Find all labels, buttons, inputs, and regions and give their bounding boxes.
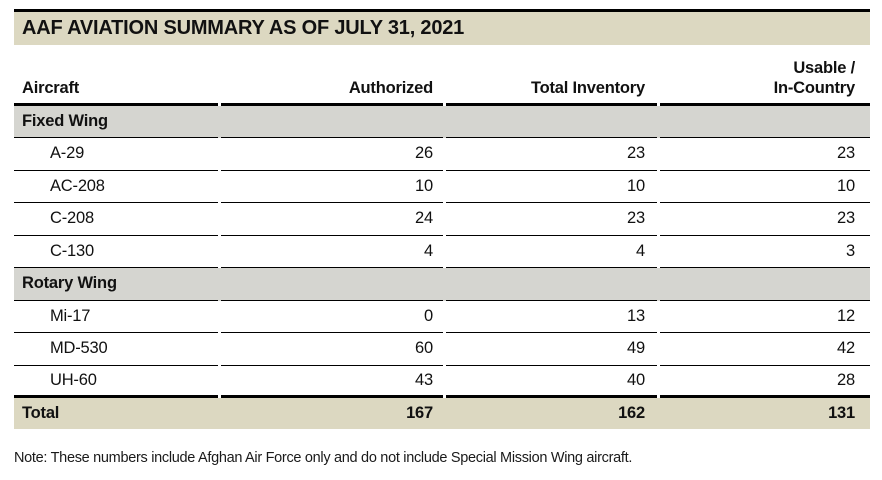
aircraft-name: C-208 xyxy=(14,203,218,236)
table-row-ac-208: AC-208 10 10 10 xyxy=(14,171,870,203)
aircraft-name: UH-60 xyxy=(14,366,218,398)
title-bar: AAF AVIATION SUMMARY AS OF JULY 31, 2021 xyxy=(14,11,870,45)
section-label: Fixed Wing xyxy=(14,106,218,138)
col-header-usable-in-country: Usable / In-Country xyxy=(660,58,870,106)
authorized-value: 26 xyxy=(221,138,443,171)
empty-cell xyxy=(660,268,870,301)
empty-cell xyxy=(446,268,657,301)
empty-cell xyxy=(446,106,657,138)
empty-cell xyxy=(221,106,443,138)
aircraft-name: Mi-17 xyxy=(14,301,218,333)
empty-cell xyxy=(660,106,870,138)
total-inventory-value: 13 xyxy=(446,301,657,333)
authorized-value: 4 xyxy=(221,236,443,268)
table-row-c-208: C-208 24 23 23 xyxy=(14,203,870,236)
table-row-a-29: A-29 26 23 23 xyxy=(14,138,870,171)
total-inventory-value: 49 xyxy=(446,333,657,366)
section-label: Rotary Wing xyxy=(14,268,218,301)
table-row-md-530: MD-530 60 49 42 xyxy=(14,333,870,366)
table-row-c-130: C-130 4 4 3 xyxy=(14,236,870,268)
total-inventory-value: 4 xyxy=(446,236,657,268)
authorized-value: 0 xyxy=(221,301,443,333)
col-header-total-inventory: Total Inventory xyxy=(446,58,657,106)
aircraft-name: AC-208 xyxy=(14,171,218,203)
usable-value: 23 xyxy=(660,203,870,236)
total-inventory-value: 23 xyxy=(446,138,657,171)
authorized-value: 10 xyxy=(221,171,443,203)
total-row: Total 167 162 131 xyxy=(14,398,870,429)
usable-value: 12 xyxy=(660,301,870,333)
total-authorized-value: 167 xyxy=(406,404,433,422)
table-row-mi-17: Mi-17 0 13 12 xyxy=(14,301,870,333)
usable-value: 28 xyxy=(660,366,870,398)
total-inventory-value: 40 xyxy=(446,366,657,398)
total-inventory-value: 23 xyxy=(446,203,657,236)
aviation-summary-table: AAF AVIATION SUMMARY AS OF JULY 31, 2021… xyxy=(14,9,870,429)
header-row: Aircraft Authorized Total Inventory Usab… xyxy=(14,58,870,106)
top-rule xyxy=(14,9,870,12)
empty-cell xyxy=(221,268,443,301)
usable-value: 42 xyxy=(660,333,870,366)
total-inventory-total-value: 162 xyxy=(618,404,645,422)
table-title: AAF AVIATION SUMMARY AS OF JULY 31, 2021 xyxy=(22,16,465,39)
authorized-value: 24 xyxy=(221,203,443,236)
authorized-value: 43 xyxy=(221,366,443,398)
usable-value: 23 xyxy=(660,138,870,171)
total-inventory-value: 10 xyxy=(446,171,657,203)
usable-value: 10 xyxy=(660,171,870,203)
section-row-rotary-wing: Rotary Wing xyxy=(14,268,870,301)
aircraft-name: MD-530 xyxy=(14,333,218,366)
total-label: Total xyxy=(22,404,60,422)
col-header-authorized: Authorized xyxy=(221,58,443,106)
col-header-aircraft: Aircraft xyxy=(14,58,218,106)
aircraft-name: C-130 xyxy=(14,236,218,268)
col-header-usable-line2: In-Country xyxy=(773,78,856,97)
section-row-fixed-wing: Fixed Wing xyxy=(14,105,870,138)
usable-value: 3 xyxy=(660,236,870,268)
authorized-value: 60 xyxy=(221,333,443,366)
col-header-usable-line1: Usable / xyxy=(793,58,855,77)
aircraft-name: A-29 xyxy=(14,138,218,171)
table-row-uh-60: UH-60 43 40 28 xyxy=(14,366,870,398)
total-usable-value: 131 xyxy=(828,404,855,422)
footnote: Note: These numbers include Afghan Air F… xyxy=(14,450,633,466)
